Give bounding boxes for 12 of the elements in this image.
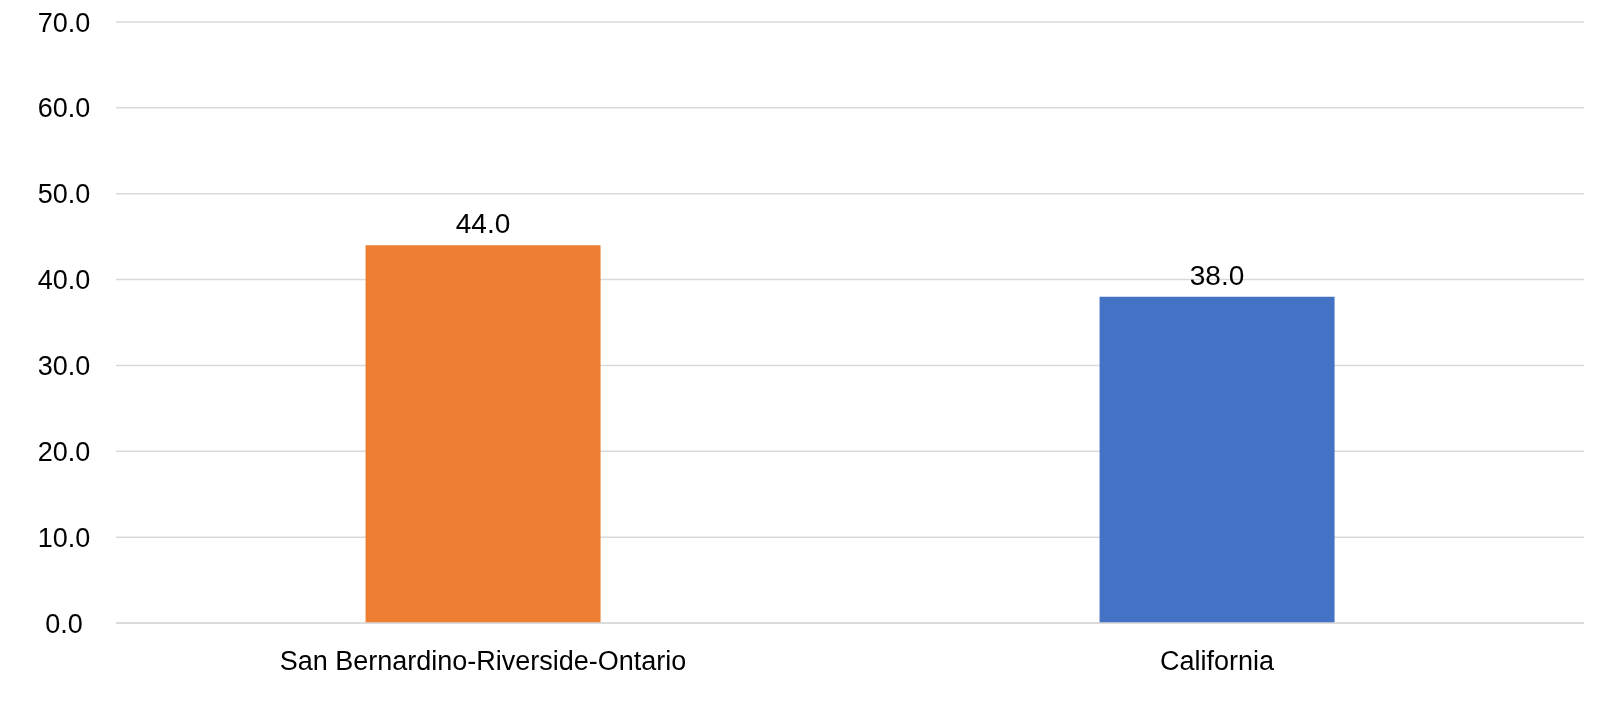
y-tick-label: 50.0 <box>37 179 91 210</box>
y-tick-label: 30.0 <box>37 351 91 382</box>
y-tick-label: 60.0 <box>37 93 91 124</box>
y-tick-label: 40.0 <box>37 265 91 296</box>
y-tick-label: 10.0 <box>37 522 91 553</box>
x-tick-label: California <box>1159 646 1275 677</box>
y-tick-label: 0.0 <box>45 608 83 639</box>
data-label: 44.0 <box>455 208 511 240</box>
data-label: 38.0 <box>1189 259 1245 291</box>
y-tick-label: 20.0 <box>37 436 91 467</box>
y-tick-label: 70.0 <box>37 7 91 38</box>
x-tick-label: San Bernardino-Riverside-Ontario <box>279 646 687 677</box>
